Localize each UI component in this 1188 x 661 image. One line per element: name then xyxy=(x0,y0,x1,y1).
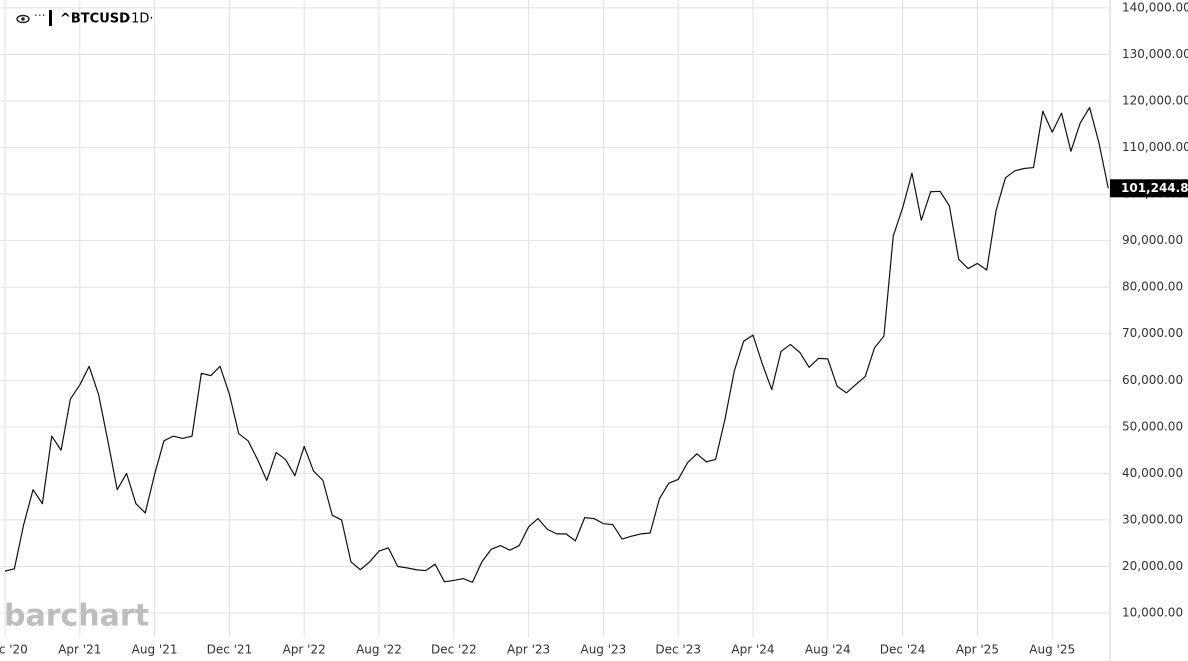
plot xyxy=(0,0,1111,661)
menu-dots[interactable]: ··· xyxy=(34,9,45,23)
chart-title: ^BTCUSD xyxy=(60,12,130,27)
x-tick-label: Aug '21 xyxy=(132,643,178,657)
y-tick-label: 80,000.00 xyxy=(1122,280,1183,294)
y-tick-label: 10,000.00 xyxy=(1122,606,1183,620)
x-tick-label: Apr '24 xyxy=(731,643,774,657)
x-tick-label: Aug '25 xyxy=(1029,643,1075,657)
x-tick-label: Aug '24 xyxy=(805,643,851,657)
chart-subtitle: ·1D· xyxy=(127,12,154,27)
x-tick-label: Dec '23 xyxy=(655,643,701,657)
y-tick-label: 40,000.00 xyxy=(1122,466,1183,480)
y-tick-label: 120,000.00 xyxy=(1122,94,1188,108)
x-tick-label: Apr '23 xyxy=(507,643,550,657)
series-indicator xyxy=(49,10,52,26)
y-tick-label: 70,000.00 xyxy=(1122,326,1183,340)
x-tick-label: Apr '21 xyxy=(58,643,101,657)
y-tick-label: 20,000.00 xyxy=(1122,559,1183,573)
x-tick-label: Apr '25 xyxy=(956,643,999,657)
x-tick-label: Aug '22 xyxy=(356,643,402,657)
y-tick-label: 50,000.00 xyxy=(1122,419,1183,433)
x-tick-label: Dec '24 xyxy=(880,643,926,657)
price-line xyxy=(4,106,1109,583)
x-tick-label: Dec '22 xyxy=(431,643,477,657)
x-tick-label: Apr '22 xyxy=(283,643,326,657)
y-tick-label: 140,000.00 xyxy=(1122,0,1188,14)
y-tick-label: 130,000.00 xyxy=(1122,47,1188,61)
y-tick-label: 110,000.00 xyxy=(1122,140,1188,154)
x-tick-label: Dec '21 xyxy=(207,643,253,657)
y-tick-label: 60,000.00 xyxy=(1122,373,1183,387)
x-tick-label: Dec '20 xyxy=(0,643,28,657)
price-marker xyxy=(1110,179,1188,198)
watermark: barchart xyxy=(4,599,149,634)
y-tick-label: 90,000.00 xyxy=(1122,233,1183,247)
x-tick-label: Aug '23 xyxy=(580,643,626,657)
eye-icon xyxy=(16,14,30,24)
y-tick-label: 30,000.00 xyxy=(1122,512,1183,526)
price-marker-label: 101,244.86 xyxy=(1121,181,1188,195)
